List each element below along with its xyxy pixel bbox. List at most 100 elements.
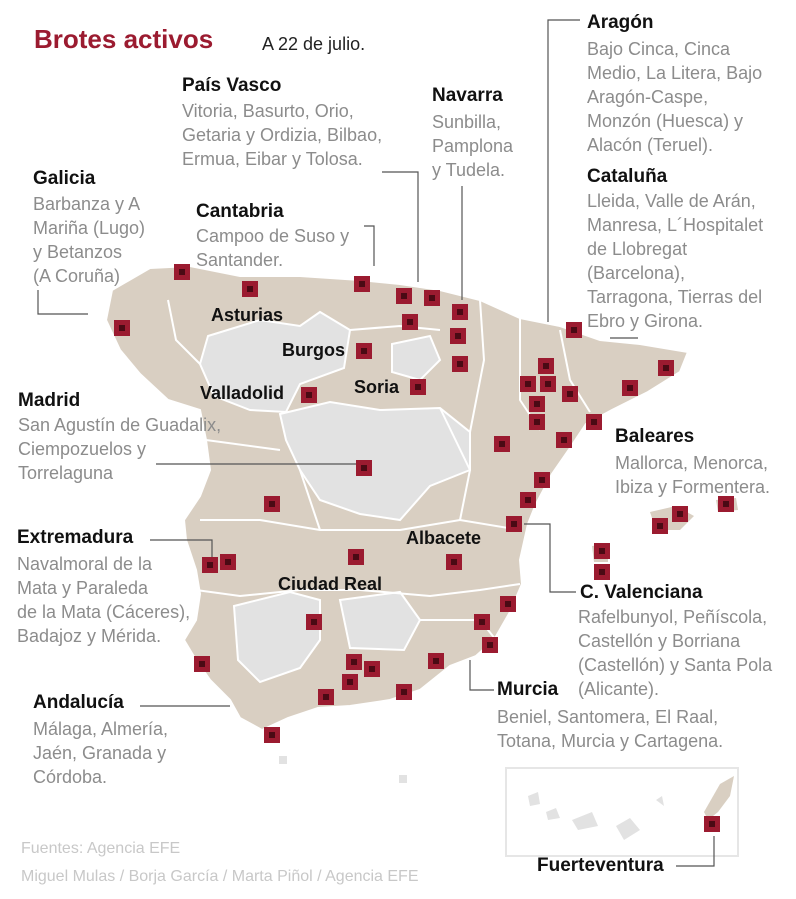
region-name-aragon: Aragón <box>587 12 654 33</box>
outbreak-marker-center <box>567 391 573 397</box>
region-name-murcia: Murcia <box>497 679 559 700</box>
outbreak-marker-center <box>401 293 407 299</box>
leader-murcia <box>469 660 494 691</box>
region-places-pais-vasco: Vitoria, Basurto, Orio, Getaria y Ordizi… <box>182 101 383 169</box>
outbreak-marker-center <box>361 465 367 471</box>
outbreak-marker-center <box>534 419 540 425</box>
outbreak-marker-center <box>306 392 312 398</box>
outbreak-marker-center <box>545 381 551 387</box>
map-title: Brotes activos <box>34 24 214 54</box>
map-label-asturias: Asturias <box>211 305 284 325</box>
outbreak-marker-center <box>487 642 493 648</box>
region-name-extremadura: Extremadura <box>17 527 134 548</box>
outbreak-marker-center <box>457 361 463 367</box>
outbreak-marker-center <box>353 554 359 560</box>
region-places-murcia: Beniel, Santomera, El Raal, Totana, Murc… <box>497 707 724 751</box>
leader-lines <box>37 19 715 867</box>
outbreak-marker-center <box>657 523 663 529</box>
outbreak-marker-center <box>561 437 567 443</box>
ceuta-shape <box>279 756 287 764</box>
outbreak-marker-center <box>591 419 597 425</box>
outbreak-marker-center <box>199 661 205 667</box>
outbreak-marker-center <box>571 327 577 333</box>
outbreak-marker-center <box>534 401 540 407</box>
leader-fuerteventura <box>676 836 715 867</box>
source-line-2: Miguel Mulas / Borja García / Marta Piño… <box>21 868 419 885</box>
region-places-galicia: Barbanza y A Mariña (Lugo) y Betanzos (A… <box>33 194 146 286</box>
region-name-valenciana: C. Valenciana <box>580 582 703 603</box>
outbreak-marker-center <box>225 559 231 565</box>
outbreak-marker-center <box>677 511 683 517</box>
outbreak-marker-center <box>323 694 329 700</box>
outbreak-marker-center <box>455 333 461 339</box>
outbreak-marker-center <box>599 569 605 575</box>
region-places-aragon: Bajo Cinca, Cinca Medio, La Litera, Bajo… <box>587 39 763 155</box>
region-name-cantabria: Cantabria <box>196 201 284 222</box>
region-name-baleares: Baleares <box>615 426 695 447</box>
outbreak-marker-center <box>369 666 375 672</box>
outbreak-marker-center <box>457 309 463 315</box>
leader-extremadura <box>150 539 213 560</box>
outbreak-marker-center <box>311 619 317 625</box>
outbreak-marker-center <box>511 521 517 527</box>
outbreak-marker-center <box>269 732 275 738</box>
outbreak-marker-center <box>433 658 439 664</box>
outbreak-marker-center <box>499 441 505 447</box>
grey-area-south <box>232 590 321 684</box>
outbreak-marker-center <box>723 501 729 507</box>
region-name-madrid: Madrid <box>18 390 81 411</box>
map-label-soria: Soria <box>354 377 400 397</box>
outbreak-marker-center <box>415 384 421 390</box>
outbreak-marker-center <box>207 562 213 568</box>
outbreak-markers <box>114 264 734 832</box>
outbreak-marker-center <box>361 348 367 354</box>
outbreak-marker-center <box>119 325 125 331</box>
outbreak-marker-center <box>451 559 457 565</box>
canary-inset-frame <box>505 767 739 857</box>
outbreak-marker-center <box>351 659 357 665</box>
region-name-andalucia: Andalucía <box>33 692 124 713</box>
outbreak-marker-center <box>269 501 275 507</box>
map-label-valladolid: Valladolid <box>200 383 285 403</box>
leader-valenciana <box>524 523 576 593</box>
outbreak-marker-center <box>359 281 365 287</box>
leader-pais-vasco <box>382 171 419 282</box>
region-places-navarra: Sunbilla, Pamplona y Tudela. <box>432 112 514 180</box>
source-line-1: Fuentes: Agencia EFE <box>21 840 181 857</box>
leader-cantabria <box>364 225 375 266</box>
outbreak-marker-center <box>525 497 531 503</box>
outbreak-marker-center <box>599 548 605 554</box>
outbreak-marker-center <box>505 601 511 607</box>
region-places-andalucia: Málaga, Almería, Jaén, Granada y Córdoba… <box>33 719 169 787</box>
region-name-fuerteventura: Fuerteventura <box>537 855 664 876</box>
map-label-albacete: Albacete <box>406 528 482 548</box>
map-label-burgos: Burgos <box>282 340 345 360</box>
outbreak-marker-center <box>525 381 531 387</box>
region-name-pais-vasco: País Vasco <box>182 75 282 96</box>
region-places-cantabria: Campoo de Suso y Santander. <box>196 226 350 270</box>
outbreak-marker-center <box>407 319 413 325</box>
outbreak-marker-center <box>627 385 633 391</box>
grey-area-navarra <box>391 334 442 382</box>
outbreak-marker-center <box>539 477 545 483</box>
melilla-shape <box>399 775 407 783</box>
outbreak-marker-center <box>247 286 253 292</box>
grey-area-north <box>198 310 352 414</box>
region-name-cataluna: Cataluña <box>587 166 668 187</box>
region-places-valenciana: Rafelbunyol, Peñíscola, Castellón y Borr… <box>578 607 773 699</box>
region-name-navarra: Navarra <box>432 85 503 106</box>
outbreak-marker-center <box>347 679 353 685</box>
region-name-galicia: Galicia <box>33 168 96 189</box>
region-places-extremadura: Navalmoral de la Mata y Paraleda de la M… <box>17 554 191 646</box>
province-borders <box>167 299 591 641</box>
outbreak-marker-center <box>401 689 407 695</box>
outbreak-marker-center <box>663 365 669 371</box>
region-places-cataluna: Lleida, Valle de Arán, Manresa, L´Hospit… <box>587 191 764 331</box>
leader-galicia <box>37 290 88 315</box>
canary-islands <box>528 776 734 840</box>
outbreak-marker-center <box>543 363 549 369</box>
map-subtitle: A 22 de julio. <box>262 34 366 54</box>
outbreak-marker-center <box>709 821 715 827</box>
map-label-ciudad-real: Ciudad Real <box>278 574 383 594</box>
